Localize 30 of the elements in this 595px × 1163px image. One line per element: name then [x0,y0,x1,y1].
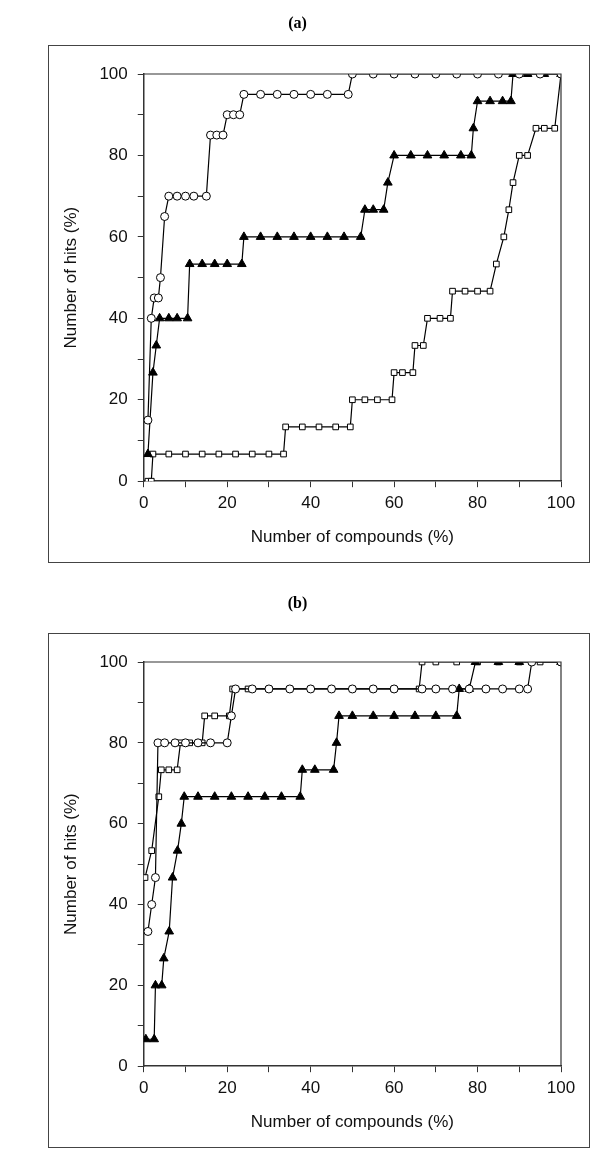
x-tick-label: 60 [384,1078,404,1098]
x-tick-label: 20 [217,1078,237,1098]
x-axis-title: Number of compounds (%) [250,1112,454,1132]
y-tick-label: 80 [108,145,128,165]
y-tick-label: 60 [108,226,128,246]
y-tick-label: 100 [99,63,128,83]
y-tick-label: 40 [108,894,128,914]
y-tick-label: 0 [118,1055,128,1075]
y-tick-label: 20 [108,389,128,409]
y-tick-label: 20 [108,975,128,995]
chart-title: (b) [286,593,309,614]
x-tick-label: 20 [217,493,237,513]
y-axis-title: Number of hits (%) [60,206,80,349]
x-tick-label: 0 [139,493,149,513]
x-tick-label: 0 [139,1078,149,1098]
y-tick-label: 60 [108,813,128,833]
y-tick-label: 100 [99,651,128,671]
y-tick-label: 0 [118,470,128,490]
x-tick-label: 80 [468,493,488,513]
x-tick-label: 40 [301,493,321,513]
x-tick-label: 40 [301,1078,321,1098]
y-tick-label: 40 [108,308,128,328]
x-tick-label: 100 [546,493,576,513]
x-axis-title: Number of compounds (%) [250,527,454,547]
y-axis-title: Number of hits (%) [60,793,80,935]
x-tick-label: 80 [468,1078,488,1098]
x-tick-label: 60 [384,493,404,513]
chart-title: (a) [287,13,308,34]
y-tick-label: 80 [108,732,128,752]
x-tick-label: 100 [546,1078,576,1098]
